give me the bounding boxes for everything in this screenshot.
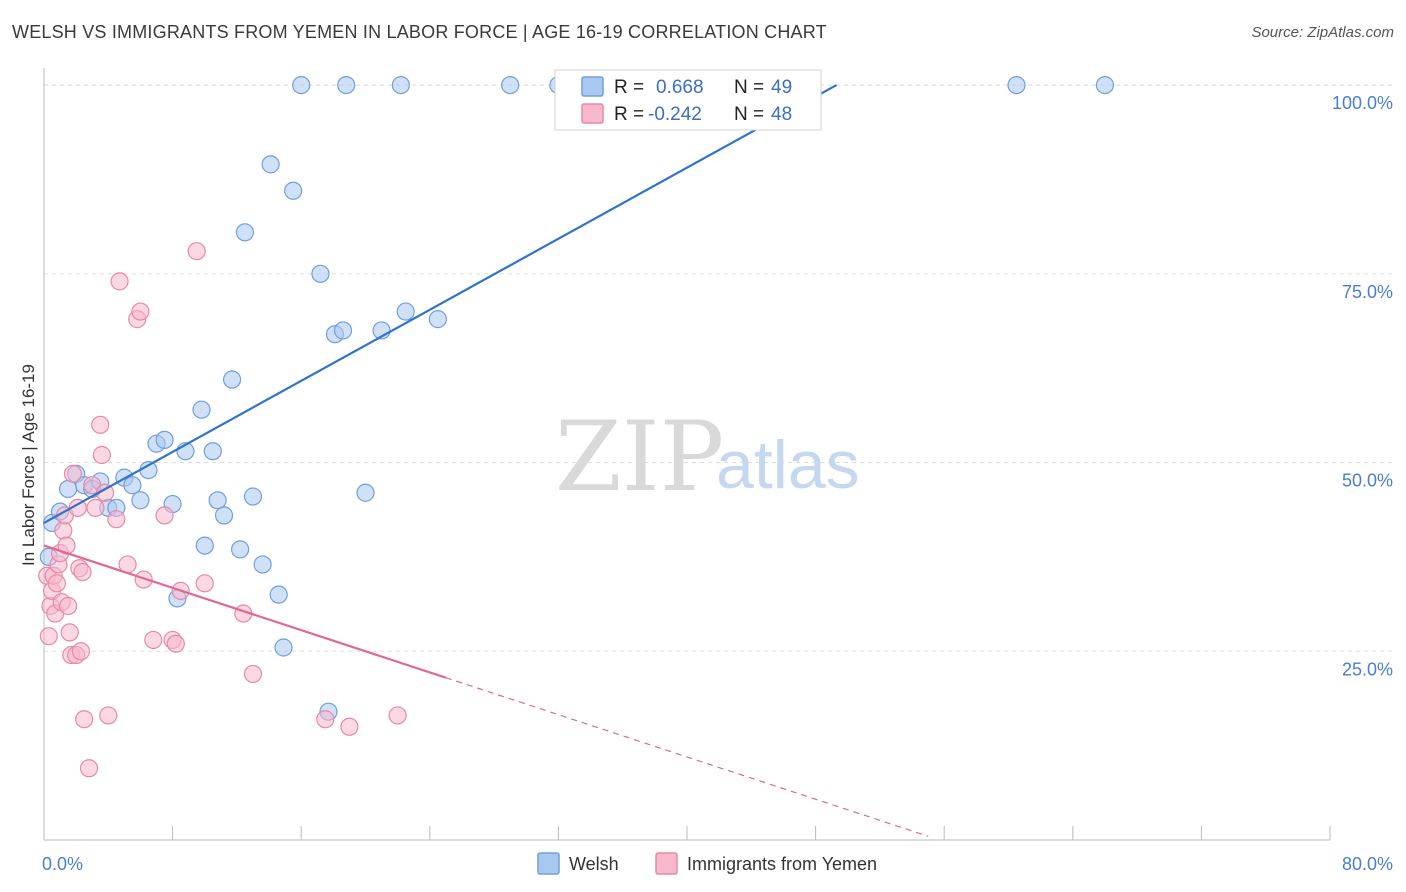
welsh-point[interactable] [292, 75, 311, 95]
y-tick-label: 25.0% [1342, 659, 1393, 679]
yemen-point[interactable] [59, 596, 78, 616]
stats-r-label-welsh: R = [614, 77, 644, 98]
yemen-point[interactable] [110, 272, 129, 291]
yemen-point[interactable] [134, 570, 153, 589]
y-tick-label: 75.0% [1342, 282, 1393, 302]
stats-swatch-welsh [581, 76, 604, 97]
welsh-point[interactable] [1007, 75, 1026, 95]
axes-layer: 0.0% 80.0% [42, 68, 1393, 874]
y-tick-label: 100.0% [1332, 93, 1393, 113]
yemen-point[interactable] [91, 415, 110, 434]
yemen-point[interactable] [92, 445, 111, 465]
welsh-point[interactable] [253, 555, 272, 574]
watermark-zip: ZIP [555, 401, 724, 513]
source-label: Source: ZipAtlas.com [1251, 24, 1394, 41]
welsh-point[interactable] [155, 430, 174, 450]
welsh-point[interactable] [269, 585, 288, 604]
welsh-point[interactable] [123, 476, 142, 495]
stats-n-label-yemen: N = [734, 104, 764, 125]
yemen-point[interactable] [71, 642, 91, 661]
welsh-point[interactable] [428, 310, 447, 329]
welsh-point[interactable] [1095, 75, 1115, 95]
stats-swatch-yemen [581, 103, 604, 124]
stats-n-label-welsh: N = [734, 77, 764, 98]
yemen-point[interactable] [39, 627, 58, 646]
welsh-point[interactable] [501, 75, 520, 95]
watermark: ZIP atlas [555, 401, 860, 513]
points-layer [38, 75, 1115, 778]
trend-layer [43, 84, 929, 837]
watermark-atlas: atlas [716, 427, 860, 503]
chart-title: WELSH VS IMMIGRANTS FROM YEMEN IN LABOR … [12, 22, 827, 42]
legend-swatch-welsh[interactable] [537, 852, 560, 875]
yemen-point[interactable] [99, 706, 118, 725]
yemen-point[interactable] [73, 562, 92, 582]
welsh-point[interactable] [214, 506, 234, 525]
welsh-point[interactable] [396, 302, 415, 321]
legend-swatch-yemen[interactable] [655, 852, 678, 875]
yemen-point[interactable] [60, 623, 79, 642]
yemen-point[interactable] [195, 574, 214, 593]
stats-legend: R = 0.668 N = 49 R = -0.242 N = 48 [554, 69, 822, 131]
yemen-point[interactable] [75, 710, 94, 729]
welsh-point[interactable] [131, 491, 150, 510]
stats-r-value-yemen: -0.242 [648, 104, 702, 125]
legend-label-yemen[interactable]: Immigrants from Yemen [687, 854, 877, 874]
yemen-point[interactable] [166, 634, 185, 653]
welsh-point[interactable] [192, 400, 211, 419]
x-tick-label: 0.0% [42, 854, 83, 874]
welsh-point[interactable] [333, 321, 353, 340]
welsh-trend-line [43, 84, 838, 524]
stats-n-value-yemen: 48 [771, 104, 792, 125]
welsh-point[interactable] [203, 442, 222, 461]
yemen-trend-line [43, 544, 447, 679]
welsh-point[interactable] [261, 155, 280, 174]
yemen-point[interactable] [187, 242, 206, 261]
yemen-point[interactable] [388, 706, 407, 725]
y-axis-label: In Labor Force | Age 16-19 [19, 364, 38, 566]
welsh-point[interactable] [208, 491, 227, 510]
x-tick-label: 80.0% [1342, 854, 1393, 874]
yemen-point[interactable] [155, 506, 174, 525]
yemen-point[interactable] [54, 521, 73, 540]
welsh-point[interactable] [243, 487, 263, 506]
welsh-point[interactable] [235, 223, 255, 242]
yemen-point[interactable] [63, 464, 83, 483]
welsh-point[interactable] [391, 75, 410, 95]
stats-r-value-welsh: 0.668 [656, 77, 704, 98]
welsh-point[interactable] [284, 181, 303, 200]
yemen-trend-line-extension [445, 677, 929, 837]
welsh-point[interactable] [337, 75, 356, 95]
welsh-point[interactable] [274, 638, 293, 657]
grid-layer: 25.0% 50.0% 75.0% 100.0% [44, 84, 1393, 679]
yemen-point[interactable] [316, 710, 335, 729]
yemen-point[interactable] [243, 664, 263, 684]
welsh-point[interactable] [222, 370, 242, 389]
welsh-point[interactable] [195, 536, 214, 555]
yemen-point[interactable] [86, 498, 105, 517]
welsh-point[interactable] [356, 483, 375, 502]
yemen-point[interactable] [144, 630, 163, 650]
welsh-point[interactable] [231, 540, 250, 559]
yemen-point[interactable] [107, 510, 126, 529]
legend-label-welsh[interactable]: Welsh [569, 854, 619, 874]
welsh-point[interactable] [59, 479, 78, 499]
yemen-point[interactable] [131, 302, 150, 321]
welsh-point[interactable] [311, 264, 330, 283]
yemen-point[interactable] [79, 759, 99, 778]
stats-r-label-yemen: R = [614, 104, 644, 125]
bottom-legend: Welsh Immigrants from Yemen [537, 852, 877, 875]
yemen-point[interactable] [47, 574, 66, 593]
y-tick-label: 50.0% [1342, 471, 1393, 491]
yemen-point[interactable] [340, 717, 359, 736]
stats-n-value-welsh: 49 [771, 77, 792, 98]
